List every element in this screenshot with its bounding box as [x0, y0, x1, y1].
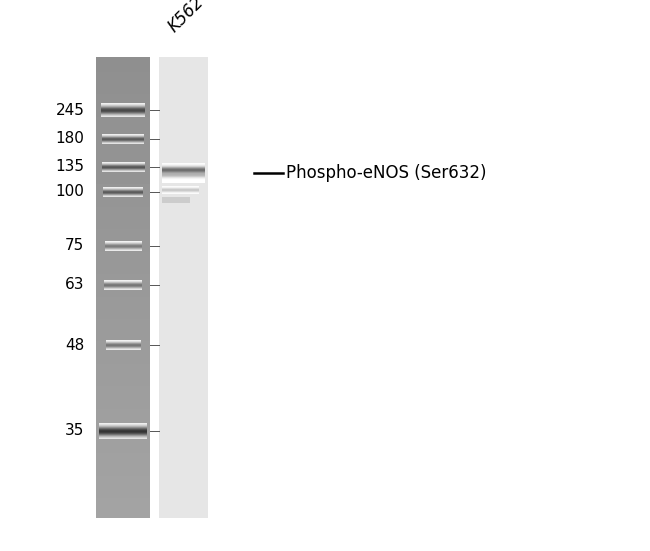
Text: 75: 75: [65, 238, 84, 253]
Text: Phospho-eNOS (Ser632): Phospho-eNOS (Ser632): [286, 164, 486, 182]
Text: 48: 48: [65, 338, 84, 353]
Text: 63: 63: [65, 277, 84, 293]
Text: 35: 35: [65, 423, 84, 439]
Text: 245: 245: [56, 102, 84, 118]
Text: 100: 100: [56, 184, 84, 199]
Text: 180: 180: [56, 131, 84, 147]
Text: 135: 135: [55, 159, 84, 175]
Text: K562: K562: [165, 0, 208, 36]
